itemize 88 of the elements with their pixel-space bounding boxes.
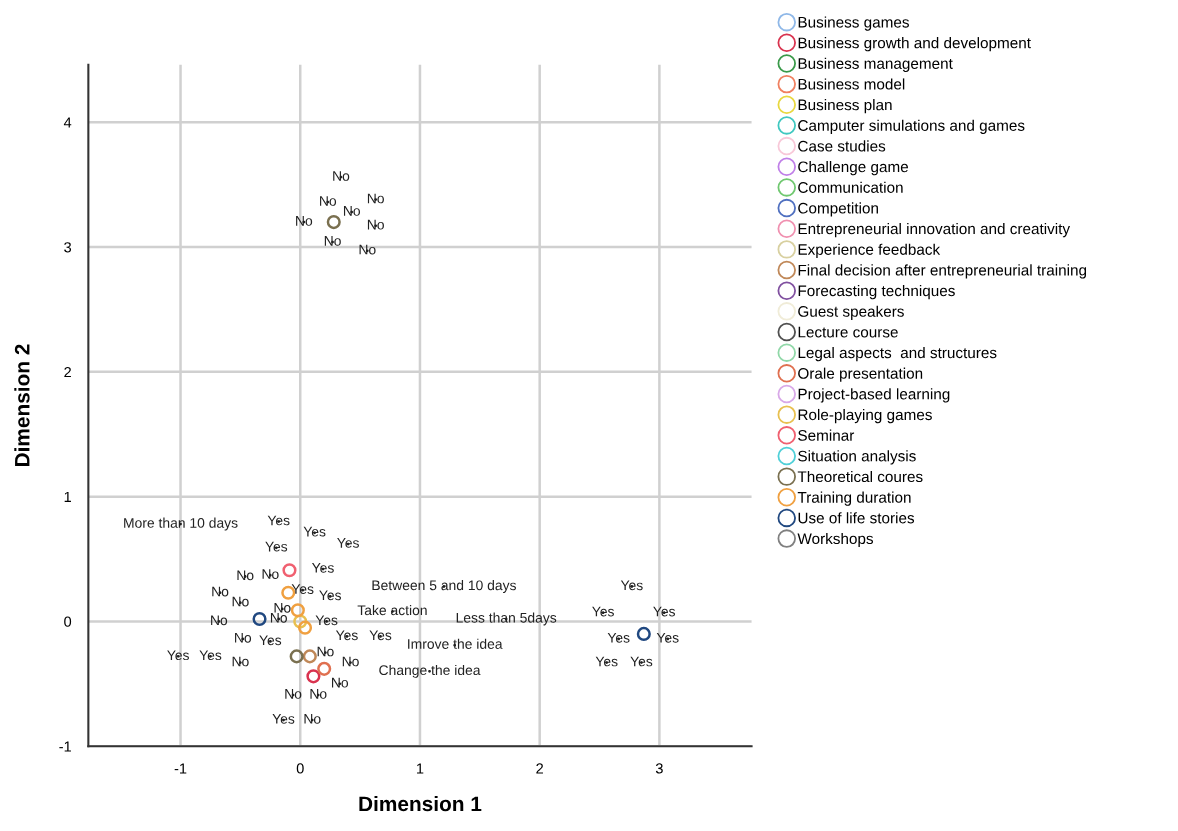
data-label: Yes [656, 632, 679, 643]
legend-label: Entrepreneurial innovation and creativity [798, 223, 1071, 238]
data-label: No [324, 236, 341, 246]
x-tick-label: 3 [655, 763, 663, 774]
legend-label: Business model [798, 78, 905, 90]
y-tick-label: 2 [64, 366, 71, 378]
data-label: No [235, 632, 252, 643]
x-tick-label: 2 [536, 763, 543, 774]
data-label: No [333, 171, 350, 181]
y-tick-label: -1 [59, 741, 71, 752]
data-label: No [232, 596, 249, 607]
data-label: Yes [315, 615, 338, 626]
data-label: Yes [335, 630, 358, 641]
legend-label: Orale presentation [798, 367, 923, 382]
legend-label: Seminar [798, 429, 855, 441]
y-axis-title: Dimension 2 [14, 344, 30, 467]
legend-label: Camputer simulations and games [798, 119, 1025, 134]
legend-label: Final decision after entrepreneurial training [798, 264, 1087, 279]
data-label: Yes [272, 714, 295, 724]
data-label: No [317, 646, 334, 657]
data-label: Yes [267, 515, 290, 526]
legend-label: Training duration [797, 491, 911, 506]
data-label: Yes [592, 606, 614, 617]
data-label: Yes [337, 538, 359, 548]
x-tick-label: -1 [174, 763, 187, 774]
legend-label: Use of life stories [798, 512, 915, 524]
data-label: No [296, 216, 313, 226]
data-label: No [274, 602, 291, 613]
legend-label: Business games [798, 16, 909, 31]
legend-label: Role-playing games [798, 408, 932, 424]
data-label: No [359, 244, 376, 255]
y-tick-label: 3 [64, 242, 72, 253]
data-label: No [211, 615, 228, 626]
legend-label: Lecture course [798, 326, 898, 338]
data-label: Yes [303, 526, 326, 537]
legend-label: Communication [798, 181, 903, 193]
data-label: No [310, 689, 327, 699]
x-tick-label: 1 [417, 763, 424, 774]
legend-label: Experience feedback [798, 243, 941, 258]
data-label: No [320, 196, 337, 206]
data-label: Yes [319, 590, 341, 601]
legend-label: Business growth and development [798, 37, 1031, 52]
legend-label: Forecasting techniques [798, 284, 955, 300]
data-label: No [332, 677, 349, 688]
data-label: Yes [653, 606, 675, 617]
legend-label: Theoretical coures [797, 470, 923, 483]
data-label: No [212, 586, 229, 597]
legend-label: Competition [798, 202, 878, 217]
data-label: Yes [595, 656, 618, 667]
data-label: No [270, 612, 287, 623]
data-label: More than 10 days [124, 517, 238, 531]
data-label: No [367, 219, 384, 230]
data-label: No [237, 570, 254, 581]
data-label: No [304, 714, 321, 724]
data-label: Yes [630, 656, 653, 667]
legend-label: Guest speakers [798, 305, 904, 320]
data-label: Yes [259, 635, 282, 646]
legend-label: Situation analysis [798, 450, 916, 465]
data-label: No [343, 206, 361, 216]
legend-label: Business management [798, 57, 953, 72]
x-tick-label: 0 [296, 763, 304, 774]
legend-label: Project-based learning [798, 388, 950, 403]
legend-label: Business plan [798, 99, 892, 114]
data-label: Yes [369, 630, 392, 641]
data-label: Yes [199, 650, 222, 661]
data-label: No [262, 569, 279, 579]
y-tick-label: 0 [64, 616, 72, 627]
data-label: Take action [357, 604, 427, 616]
legend-label: Case studies [798, 140, 886, 152]
data-label: Imrove the idea [408, 638, 503, 649]
data-label: Yes [167, 650, 189, 661]
data-label: Between 5 and 10 days [372, 580, 516, 593]
legend-label: Challenge game [798, 161, 909, 176]
data-label: No [232, 656, 249, 667]
data-label: Change the idea [379, 664, 481, 678]
legend-label: Workshops [797, 532, 874, 548]
x-axis-title: Dimension 1 [359, 795, 482, 812]
y-tick-label: 1 [64, 491, 71, 502]
data-label: Yes [620, 580, 643, 591]
data-label: Yes [607, 632, 630, 643]
y-tick-label: 4 [63, 117, 72, 128]
data-label: Yes [265, 541, 288, 552]
data-label: Less than 5days [456, 612, 557, 626]
data-label: No [342, 656, 359, 667]
data-label: Yes [311, 563, 334, 573]
legend-label: Legal aspects and structures [798, 346, 997, 362]
data-label: No [367, 193, 384, 204]
data-label: No [285, 689, 302, 699]
